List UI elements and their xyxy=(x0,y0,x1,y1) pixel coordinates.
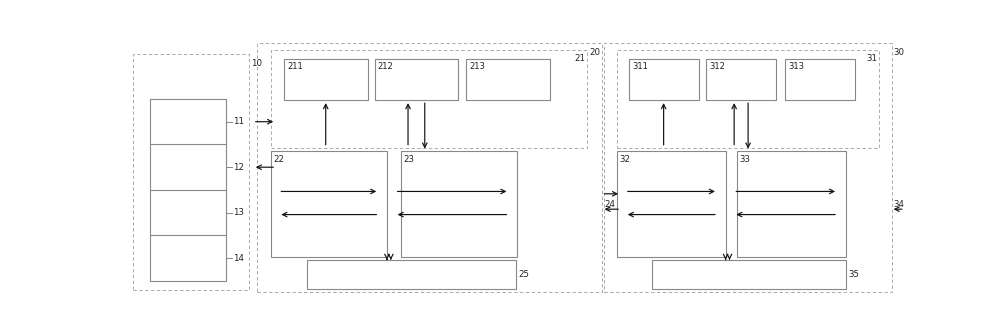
Text: 35: 35 xyxy=(848,270,859,279)
Bar xyxy=(150,99,226,281)
Bar xyxy=(375,59,458,100)
Bar xyxy=(466,59,550,100)
Text: 33: 33 xyxy=(740,155,751,164)
Bar xyxy=(629,59,698,100)
Text: 13: 13 xyxy=(234,208,244,217)
Text: 23: 23 xyxy=(403,155,414,164)
Text: 311: 311 xyxy=(632,62,648,71)
Bar xyxy=(652,260,846,289)
Bar xyxy=(133,54,249,290)
Text: 211: 211 xyxy=(287,62,303,71)
Text: 313: 313 xyxy=(788,62,804,71)
Text: 25: 25 xyxy=(519,270,530,279)
Text: 20: 20 xyxy=(589,48,600,57)
Text: 14: 14 xyxy=(234,254,244,263)
Text: 32: 32 xyxy=(619,155,630,164)
Text: 21: 21 xyxy=(574,54,585,63)
Bar xyxy=(604,43,892,292)
Bar xyxy=(271,152,387,257)
Bar xyxy=(401,152,517,257)
Bar xyxy=(307,260,516,289)
Bar xyxy=(271,50,587,148)
Text: 10: 10 xyxy=(251,59,262,68)
Text: 31: 31 xyxy=(867,54,878,63)
Text: 30: 30 xyxy=(893,48,904,57)
Text: 22: 22 xyxy=(273,155,284,164)
Bar xyxy=(284,59,368,100)
Bar xyxy=(257,43,602,292)
Text: 34: 34 xyxy=(893,199,904,208)
Bar xyxy=(737,152,846,257)
Text: 12: 12 xyxy=(234,163,244,172)
Bar xyxy=(617,50,879,148)
Text: 212: 212 xyxy=(378,62,393,71)
Text: 24: 24 xyxy=(604,199,615,208)
Text: 213: 213 xyxy=(469,62,485,71)
Bar xyxy=(617,152,726,257)
Text: 11: 11 xyxy=(234,117,244,126)
Text: 312: 312 xyxy=(709,62,725,71)
Bar xyxy=(785,59,855,100)
Bar xyxy=(706,59,776,100)
